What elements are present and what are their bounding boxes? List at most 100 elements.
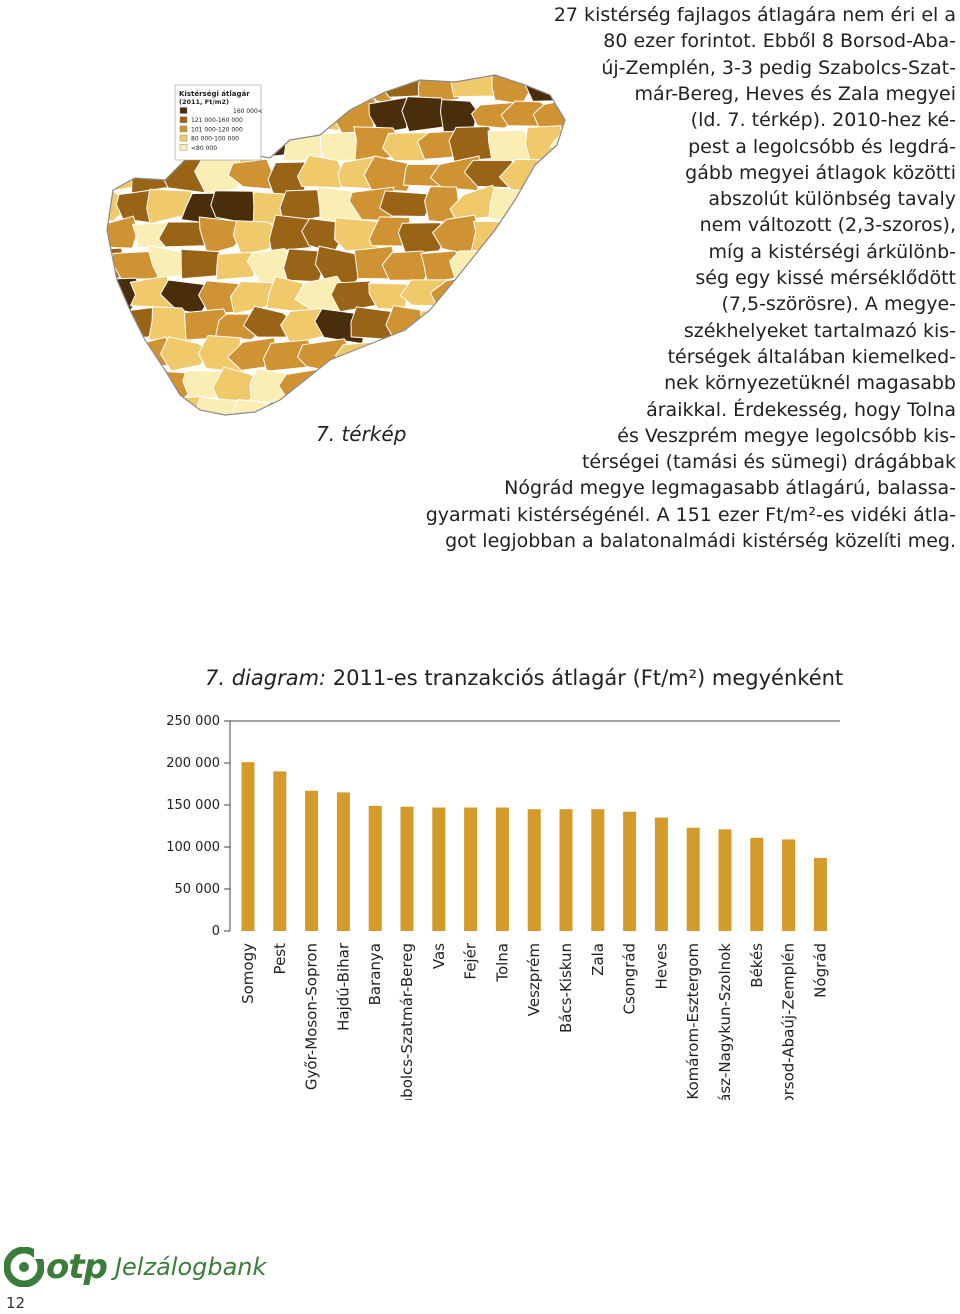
map-region — [574, 160, 575, 190]
paragraph-line: már-Bereg, Heves és Zala megyei — [634, 82, 956, 105]
x-tick-label: Vas — [430, 943, 448, 969]
map-region — [415, 432, 464, 460]
y-tick-label: 200 000 — [166, 756, 220, 771]
map-region — [313, 366, 362, 404]
chart-title: 7. diagram: 2011-es tranzakciós átlagár … — [205, 666, 843, 690]
map-region — [127, 101, 175, 130]
country-outline — [106, 74, 566, 416]
map-region — [482, 426, 535, 456]
map-region — [385, 365, 436, 403]
bar — [432, 807, 446, 931]
legend-swatch — [179, 107, 188, 114]
map-region — [532, 97, 565, 129]
logo-sub-text: Jelzálogbank — [114, 1253, 267, 1281]
map-region — [505, 215, 547, 256]
map-region — [572, 283, 575, 311]
map-region — [567, 400, 575, 430]
map-region — [130, 401, 176, 415]
map-region — [297, 154, 345, 189]
hungary-price-map: Kistérségi átlagár (2011, Ft/m2) 160 000… — [106, 74, 575, 460]
map-region — [463, 159, 514, 189]
x-tick-label: Komárom-Esztergom — [684, 943, 702, 1100]
legend-label: 101 000-120 000 — [191, 126, 243, 133]
paragraph-line: 27 kistérség fajlagos átlagára nem éri e… — [553, 4, 956, 26]
legend-swatch — [179, 144, 188, 151]
map-region — [550, 307, 565, 341]
map-region — [449, 249, 495, 279]
map-region — [107, 394, 143, 415]
paragraph-line: got legjobban a balatonalmádi kistérség … — [445, 530, 956, 552]
map-region — [531, 216, 565, 255]
bar — [241, 762, 255, 931]
map-region — [464, 282, 522, 315]
bar — [305, 790, 319, 931]
x-tick-label: Tolna — [493, 943, 511, 983]
x-tick-label: Veszprém — [525, 943, 543, 1016]
map-region — [506, 275, 554, 315]
bar — [527, 809, 541, 931]
bar — [813, 857, 827, 931]
x-tick-label: Békés — [748, 943, 766, 988]
paragraph-line: (ld. 7. térkép). 2010-hez ké- — [690, 109, 956, 132]
map-region — [351, 368, 394, 403]
map-regions — [106, 74, 575, 460]
map-region — [401, 96, 446, 133]
bar — [368, 805, 382, 931]
map-region — [107, 75, 125, 105]
map-region — [433, 394, 482, 415]
map-region — [279, 75, 328, 103]
map-region — [539, 403, 565, 415]
paragraph-line: abszolút különbség tavaly — [708, 188, 956, 211]
paragraph-line: nek környezetüknél magasabb — [664, 372, 956, 395]
x-tick-label: Pest — [271, 943, 289, 975]
map-region — [518, 428, 566, 460]
paragraph-line: új-Zemplén, 3-3 pedig Szabolcs-Szat- — [601, 56, 956, 79]
map-caption: 7. térkép — [316, 422, 407, 446]
legend-subtitle: (2011, Ft/m2) — [179, 98, 229, 106]
map-region — [481, 307, 534, 341]
legend-label: <80 000 — [191, 145, 217, 152]
x-tick-label: Borsod-Abaúj-Zemplén — [780, 943, 798, 1115]
paragraph-line: térségek általában kiemelked- — [667, 345, 956, 368]
map-region — [455, 308, 500, 344]
map-region — [113, 124, 159, 160]
bar — [718, 829, 732, 931]
x-tick-label: Győr-Moson-Sopron — [303, 943, 321, 1090]
legend-title: Kistérségi átlagár — [179, 90, 250, 98]
otp-logo-icon — [4, 1247, 44, 1287]
map-region — [107, 305, 128, 342]
x-tick-label: Baranya — [366, 943, 384, 1005]
paragraph-line: (7,5-szörösre). A megye- — [721, 293, 956, 316]
bar — [750, 837, 764, 931]
paragraph-line: 80 ezer forintot. Ebből 8 Borsod-Aba- — [603, 30, 956, 53]
x-tick-label: Jász-Nagykun-Szolnok — [716, 943, 734, 1109]
map-region — [431, 334, 484, 371]
bar — [591, 809, 605, 931]
map-region — [107, 101, 139, 136]
map-region — [282, 125, 327, 162]
map-region — [569, 100, 575, 133]
paragraph-line: térségei (tamási és sümegi) drágábbak — [581, 451, 956, 474]
map-region — [217, 428, 263, 460]
legend-swatch — [179, 116, 188, 123]
paragraph-line: gyarmati kistérségénél. A 151 ezer Ft/m²… — [425, 503, 956, 526]
map-region — [319, 131, 360, 162]
map-region — [557, 364, 565, 403]
map-region — [517, 188, 565, 225]
map-region — [107, 129, 125, 163]
map-region — [107, 366, 160, 401]
map-region — [509, 337, 550, 374]
paragraph-line: pest a legolcsóbb és legdrá- — [688, 135, 956, 158]
chart-title-label: 7. diagram: — [205, 666, 327, 690]
map-legend: Kistérségi átlagár (2011, Ft/m2) 160 000… — [174, 84, 263, 161]
map-region — [481, 244, 530, 284]
bar — [273, 771, 287, 931]
map-region — [521, 246, 565, 285]
bar — [686, 827, 700, 931]
map-region — [554, 244, 565, 281]
bar — [464, 807, 478, 931]
map-region — [107, 190, 130, 222]
bar — [495, 807, 509, 931]
bar — [623, 811, 637, 931]
paragraph-line: nem változott (2,3-szoros), — [699, 214, 956, 237]
